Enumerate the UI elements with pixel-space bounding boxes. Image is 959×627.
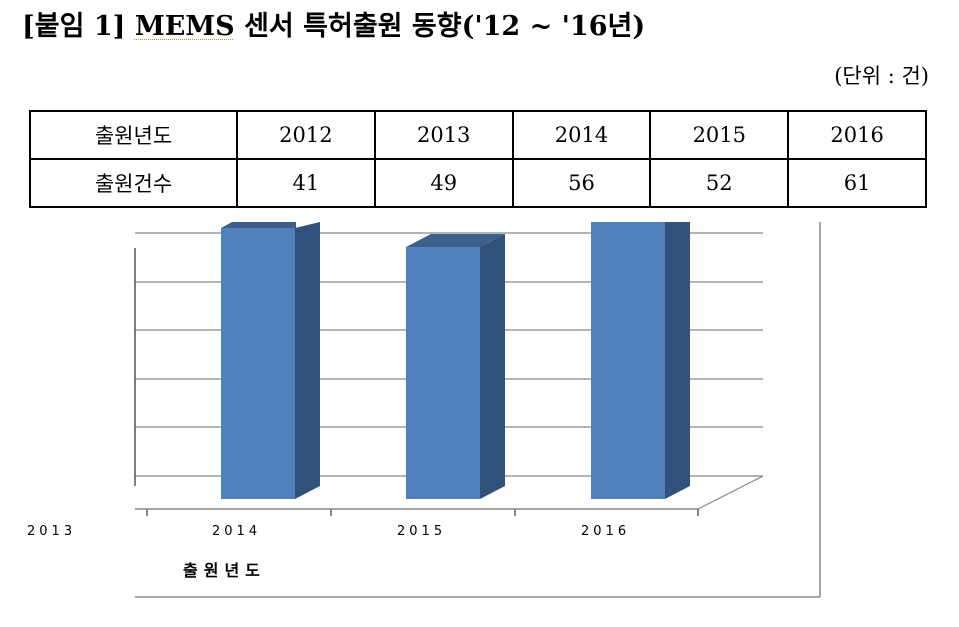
year-cell: 2016 xyxy=(787,110,927,160)
year-cell: 2012 xyxy=(236,110,376,160)
x-label-2016: 2016 xyxy=(581,524,631,539)
x-label-2014: 2014 xyxy=(212,524,262,539)
row-header-counts: 출원건수 xyxy=(29,158,238,208)
unit-label: (단위 : 건) xyxy=(834,64,929,88)
x-axis-ticks xyxy=(146,509,699,516)
year-cell: 2014 xyxy=(511,110,652,160)
page-title: [붙임 1] MEMS 센서 특허출원 동향('12 ~ '16년) xyxy=(22,4,645,43)
patent-table: 출원년도 2012 2013 2014 2015 2016 출원건수 41 49… xyxy=(29,110,927,208)
count-cell: 61 xyxy=(787,158,927,208)
count-cell: 52 xyxy=(649,158,790,208)
count-cell: 49 xyxy=(373,158,514,208)
count-cell: 56 xyxy=(511,158,652,208)
year-cell: 2013 xyxy=(373,110,514,160)
floor-edge xyxy=(697,475,764,510)
x-label-2015: 2015 xyxy=(397,524,447,539)
year-cell: 2015 xyxy=(649,110,790,160)
title-prefix: [붙임 1] xyxy=(22,11,135,42)
count-cell: 41 xyxy=(236,158,376,208)
table-row-counts: 출원건수 41 49 56 52 61 xyxy=(29,158,927,208)
bar-2015 xyxy=(406,234,505,499)
table-row-years: 출원년도 2012 2013 2014 2015 2016 xyxy=(29,110,927,160)
bar-2014 xyxy=(221,222,320,499)
row-header-years: 출원년도 xyxy=(29,110,238,160)
bar-chart xyxy=(134,222,821,598)
bar-2016 xyxy=(591,222,690,499)
title-suffix: 센서 특허출원 동향('12 ~ '16년) xyxy=(234,11,646,42)
x-axis-title: 출원년도 xyxy=(183,561,266,580)
x-label-2013: 2013 xyxy=(27,524,77,539)
title-mems: MEMS xyxy=(134,11,235,42)
